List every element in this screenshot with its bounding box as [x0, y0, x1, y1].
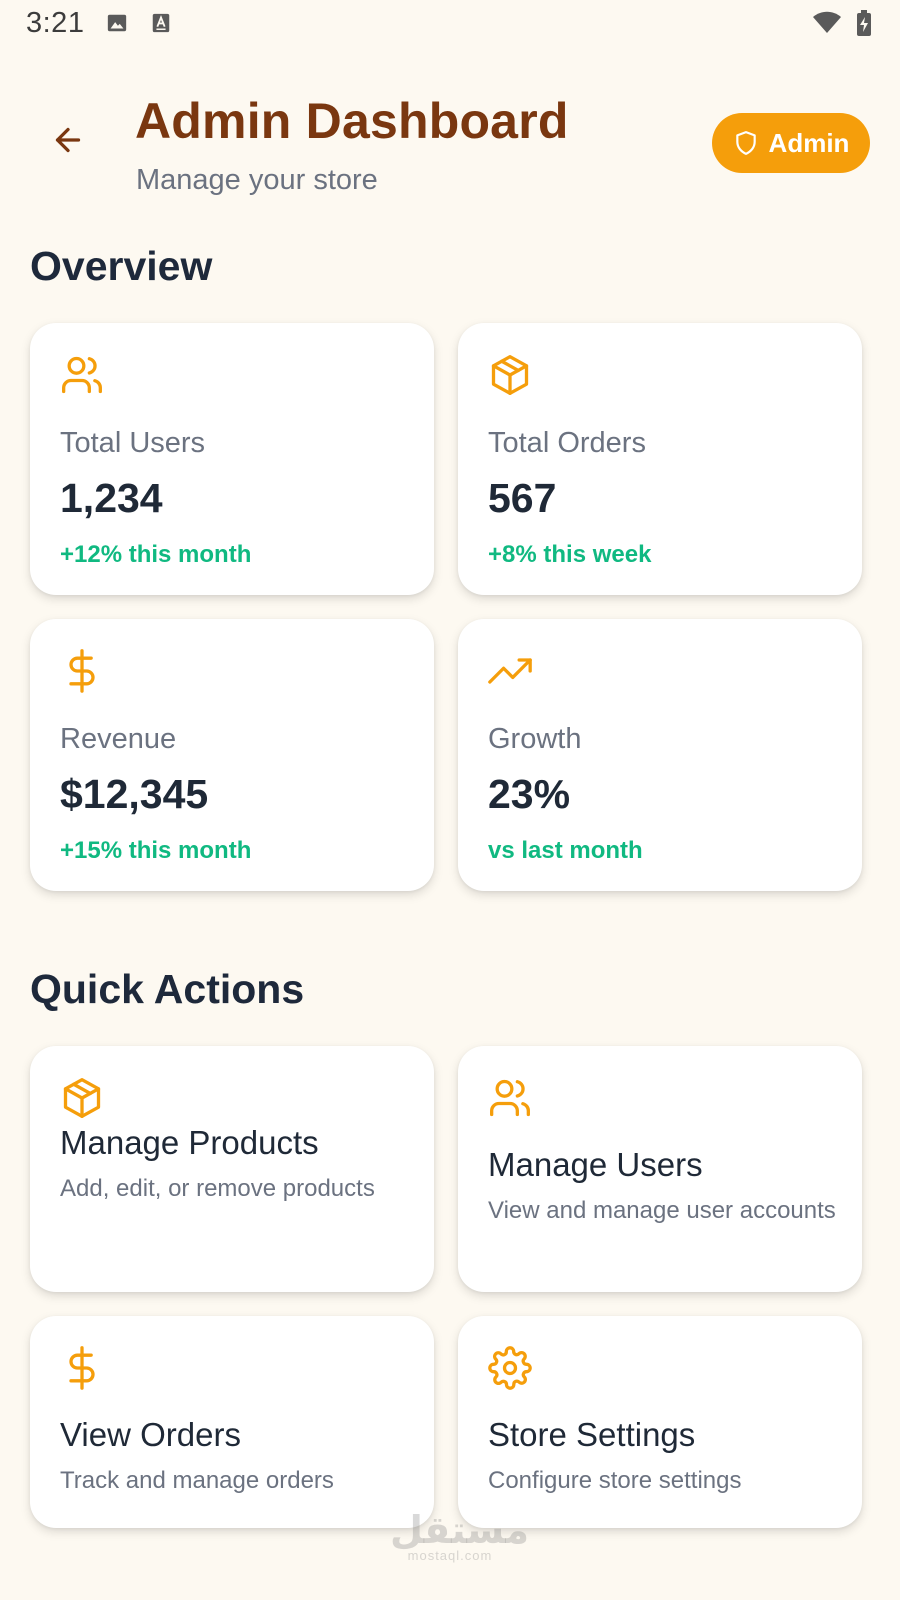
stat-change: vs last month	[488, 837, 643, 864]
overview-title: Overview	[30, 243, 213, 289]
stat-card-growth: Growth 23% vs last month	[458, 619, 862, 891]
watermark: مستقل mostaql.com	[390, 1508, 529, 1563]
stat-card-total-orders: Total Orders 567 +8% this week	[458, 323, 862, 595]
action-title: Manage Products	[60, 1124, 319, 1161]
stat-value: 23%	[488, 771, 571, 817]
users-icon	[490, 1079, 530, 1117]
trending-up-icon	[488, 658, 532, 684]
watermark-latin: mostaql.com	[407, 1548, 493, 1563]
stat-card-total-users: Total Users 1,234 +12% this month	[30, 323, 434, 595]
status-time: 3:21	[26, 6, 85, 39]
status-bar: 3:21	[0, 0, 900, 46]
manage-products-card[interactable]: Manage Products Add, edit, or remove pro…	[30, 1046, 434, 1292]
battery-charging-icon	[857, 10, 871, 36]
watermark-arabic: مستقل	[390, 1508, 529, 1552]
store-settings-card[interactable]: Store Settings Configure store settings	[458, 1316, 862, 1528]
page-subtitle: Manage your store	[136, 164, 378, 196]
wifi-icon	[813, 11, 841, 33]
keyboard-a-icon	[153, 13, 170, 33]
dollar-icon	[69, 649, 95, 693]
users-icon	[62, 356, 102, 394]
action-description: Configure store settings	[488, 1467, 742, 1494]
stat-label: Growth	[488, 723, 582, 755]
stat-change: +15% this month	[60, 837, 252, 864]
admin-badge[interactable]: Admin	[712, 113, 870, 173]
stat-label: Total Orders	[488, 427, 646, 459]
stat-change: +12% this month	[60, 541, 252, 568]
stat-label: Revenue	[60, 723, 177, 755]
stat-value: 567	[488, 475, 557, 521]
dollar-icon	[69, 1346, 95, 1390]
package-icon	[491, 355, 529, 395]
stat-value: $12,345	[60, 771, 209, 817]
stat-value: 1,234	[60, 475, 163, 521]
header: Admin Dashboard Manage your store Admin	[0, 88, 900, 208]
stat-card-revenue: Revenue $12,345 +15% this month	[30, 619, 434, 891]
stat-label: Total Users	[60, 427, 206, 459]
page-title: Admin Dashboard	[135, 93, 569, 149]
image-icon	[108, 14, 127, 32]
package-icon	[63, 1078, 101, 1118]
manage-users-card[interactable]: Manage Users View and manage user accoun…	[458, 1046, 862, 1292]
gear-icon	[488, 1346, 532, 1390]
back-button[interactable]	[44, 116, 92, 164]
action-title: View Orders	[60, 1416, 241, 1453]
view-orders-card[interactable]: View Orders Track and manage orders	[30, 1316, 434, 1528]
action-title: Manage Users	[488, 1146, 703, 1183]
action-description: View and manage user accounts	[488, 1197, 836, 1224]
action-description: Add, edit, or remove products	[60, 1175, 375, 1202]
action-title: Store Settings	[488, 1416, 696, 1453]
quick-actions-title: Quick Actions	[30, 966, 305, 1012]
admin-badge-label: Admin	[768, 127, 850, 158]
shield-icon	[735, 131, 756, 155]
arrow-left-icon	[55, 127, 81, 153]
action-description: Track and manage orders	[60, 1467, 334, 1494]
stat-change: +8% this week	[488, 541, 652, 568]
